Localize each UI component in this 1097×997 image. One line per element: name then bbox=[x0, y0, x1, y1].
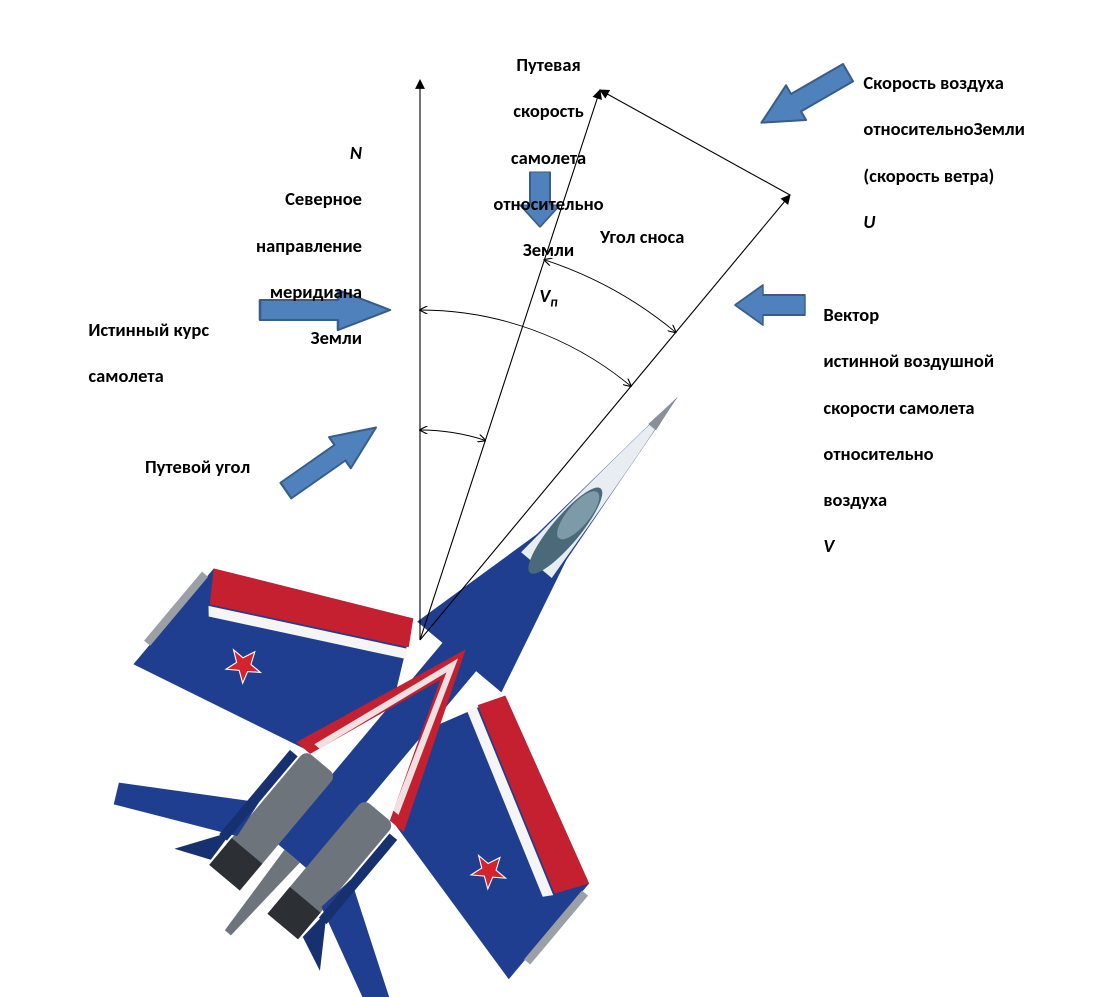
label-N: N Северное направление меридиана Земли bbox=[248, 118, 362, 349]
arrow-v bbox=[735, 285, 805, 325]
arrow-u bbox=[751, 55, 858, 140]
label-V: Вектор истинной воздушной скорости самол… bbox=[815, 280, 994, 558]
arrow-track-angle bbox=[275, 412, 387, 506]
label-Vp: Путевая скорость самолета относительно З… bbox=[485, 30, 604, 311]
diagram-stage: { "canvas": { "w": 1097, "h": 997, "bg":… bbox=[0, 0, 1097, 997]
symbol-Vp: Vп bbox=[539, 284, 557, 307]
symbol-U: U bbox=[863, 210, 875, 233]
symbol-V: V bbox=[823, 534, 834, 557]
label-drift-angle: Угол сноса bbox=[600, 225, 684, 248]
symbol-N: N bbox=[350, 141, 362, 164]
label-U: Скорость воздуха относительноЗемли (скор… bbox=[855, 48, 1025, 233]
label-track-angle: Путевой угол bbox=[145, 455, 250, 478]
label-true-heading: Истинный курс самолета bbox=[80, 295, 209, 388]
